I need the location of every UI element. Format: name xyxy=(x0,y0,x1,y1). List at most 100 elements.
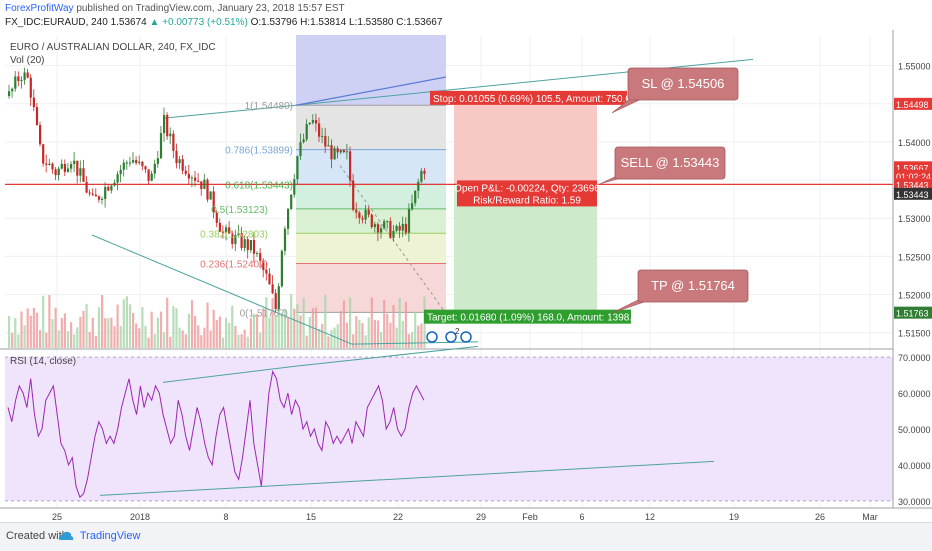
candle-body xyxy=(113,182,116,186)
candle-body xyxy=(141,161,144,167)
volume-bar xyxy=(63,313,66,348)
volume-bar xyxy=(32,307,35,348)
volume-bar xyxy=(107,318,110,348)
time-tick-label: 2018 xyxy=(130,512,150,522)
volume-bar xyxy=(349,297,352,348)
event-icon xyxy=(460,331,472,343)
rsi-trendline xyxy=(162,365,297,383)
volume-bar xyxy=(135,323,138,348)
candle-body xyxy=(32,97,35,108)
candle-body xyxy=(364,209,367,220)
brand-label: TradingView xyxy=(79,530,141,542)
candle-body xyxy=(314,120,318,124)
volume-bar xyxy=(358,319,361,348)
candle-body xyxy=(293,179,296,195)
price-tag-label: 01:02:24 xyxy=(896,172,931,182)
candle-body xyxy=(128,162,132,164)
fib-band-1 xyxy=(296,105,446,150)
candle-body xyxy=(327,145,330,147)
volume-bar xyxy=(11,332,14,348)
candle-body xyxy=(122,162,125,170)
candle-body xyxy=(17,76,20,82)
price-tag xyxy=(894,97,932,110)
volume-bar xyxy=(256,314,259,348)
fib-label: 1(1.54480) xyxy=(245,101,293,112)
volume-bar xyxy=(225,317,228,348)
candle-body xyxy=(39,124,42,145)
volume-bar xyxy=(197,325,200,348)
fib-label: 0.786(1.53899) xyxy=(225,146,293,157)
ticker-prefix: FX_IDC:EURAUD, 240 1.53674 xyxy=(5,17,147,28)
volume-bar xyxy=(367,317,370,348)
price-tag xyxy=(894,306,932,319)
candle-body xyxy=(125,162,128,164)
stop-box xyxy=(430,90,627,105)
price-chart[interactable]: EURO / AUSTRALIAN DOLLAR, 240, FX_IDC Vol… xyxy=(0,30,932,522)
candle-body xyxy=(60,163,63,169)
candle-body xyxy=(218,222,221,232)
candle-body xyxy=(228,227,231,234)
candle-body xyxy=(414,190,417,204)
volume-bar xyxy=(339,311,342,348)
candle-body xyxy=(383,221,386,229)
volume-bar xyxy=(370,297,373,348)
time-tick-label: 29 xyxy=(476,512,486,522)
price-tick-label: 1.54000 xyxy=(898,138,931,148)
volume-bar xyxy=(342,300,345,348)
candle-body xyxy=(271,284,274,294)
volume-bar xyxy=(215,319,218,348)
candle-body xyxy=(243,239,246,248)
time-tick-label: 12 xyxy=(645,512,655,522)
candle-body xyxy=(259,253,262,261)
volume-bar xyxy=(76,327,79,348)
target-box xyxy=(424,309,631,324)
candle-body xyxy=(423,170,426,174)
candle-body xyxy=(197,180,200,182)
candle-body xyxy=(339,150,342,153)
rr-label: Risk/Reward Ratio: 1.59 xyxy=(473,195,581,206)
time-tick-label: 15 xyxy=(306,512,316,522)
candle-body xyxy=(342,150,345,153)
candle-body xyxy=(274,293,277,309)
fib-label: 0.382(1.52803) xyxy=(200,229,268,240)
stop-label: Stop: 0.01055 (0.69%) 105.5, Amount: 750… xyxy=(433,94,637,105)
candle-body xyxy=(420,170,423,182)
volume-bar xyxy=(85,303,88,348)
ticker-line: FX_IDC:EURAUD, 240 1.53674 ▲ +0.00773 (+… xyxy=(5,17,442,28)
volume-bar xyxy=(265,297,268,348)
volume-bar xyxy=(39,330,42,348)
candle-body xyxy=(237,232,240,236)
candle-body xyxy=(308,122,311,125)
zones-layer xyxy=(296,35,597,313)
volume-bar xyxy=(82,310,85,348)
volume-bar xyxy=(147,337,150,348)
candle-body xyxy=(166,114,169,137)
volume-bar xyxy=(141,307,144,348)
volume-bar xyxy=(48,294,51,348)
volume-bar xyxy=(296,304,299,348)
volume-bar xyxy=(70,322,73,348)
volume-bar xyxy=(234,325,237,348)
fib-band-2 xyxy=(296,149,446,185)
volume-bar xyxy=(73,334,76,348)
volume-bar xyxy=(209,330,212,348)
candle-body xyxy=(283,228,287,251)
volume-bar xyxy=(404,301,407,348)
candle-body xyxy=(190,177,194,179)
candle-body xyxy=(392,230,395,238)
candle-body xyxy=(349,151,352,181)
fib-label: 0(1.51767) xyxy=(240,308,288,319)
volume-bar xyxy=(8,315,11,348)
candle-body xyxy=(116,174,119,183)
volume-bar xyxy=(299,315,302,348)
event-icon xyxy=(426,331,438,343)
candles xyxy=(8,67,426,313)
volume-bar xyxy=(26,308,29,348)
rsi-panel: RSI (14, close) xyxy=(0,345,893,502)
candle-body xyxy=(88,192,91,194)
volume-bar xyxy=(361,323,364,348)
tradingview-logo[interactable]: TradingView xyxy=(58,530,140,542)
candle-body xyxy=(225,227,228,233)
author-link[interactable]: ForexProfitWay xyxy=(5,3,74,14)
volume-bar xyxy=(268,317,271,348)
